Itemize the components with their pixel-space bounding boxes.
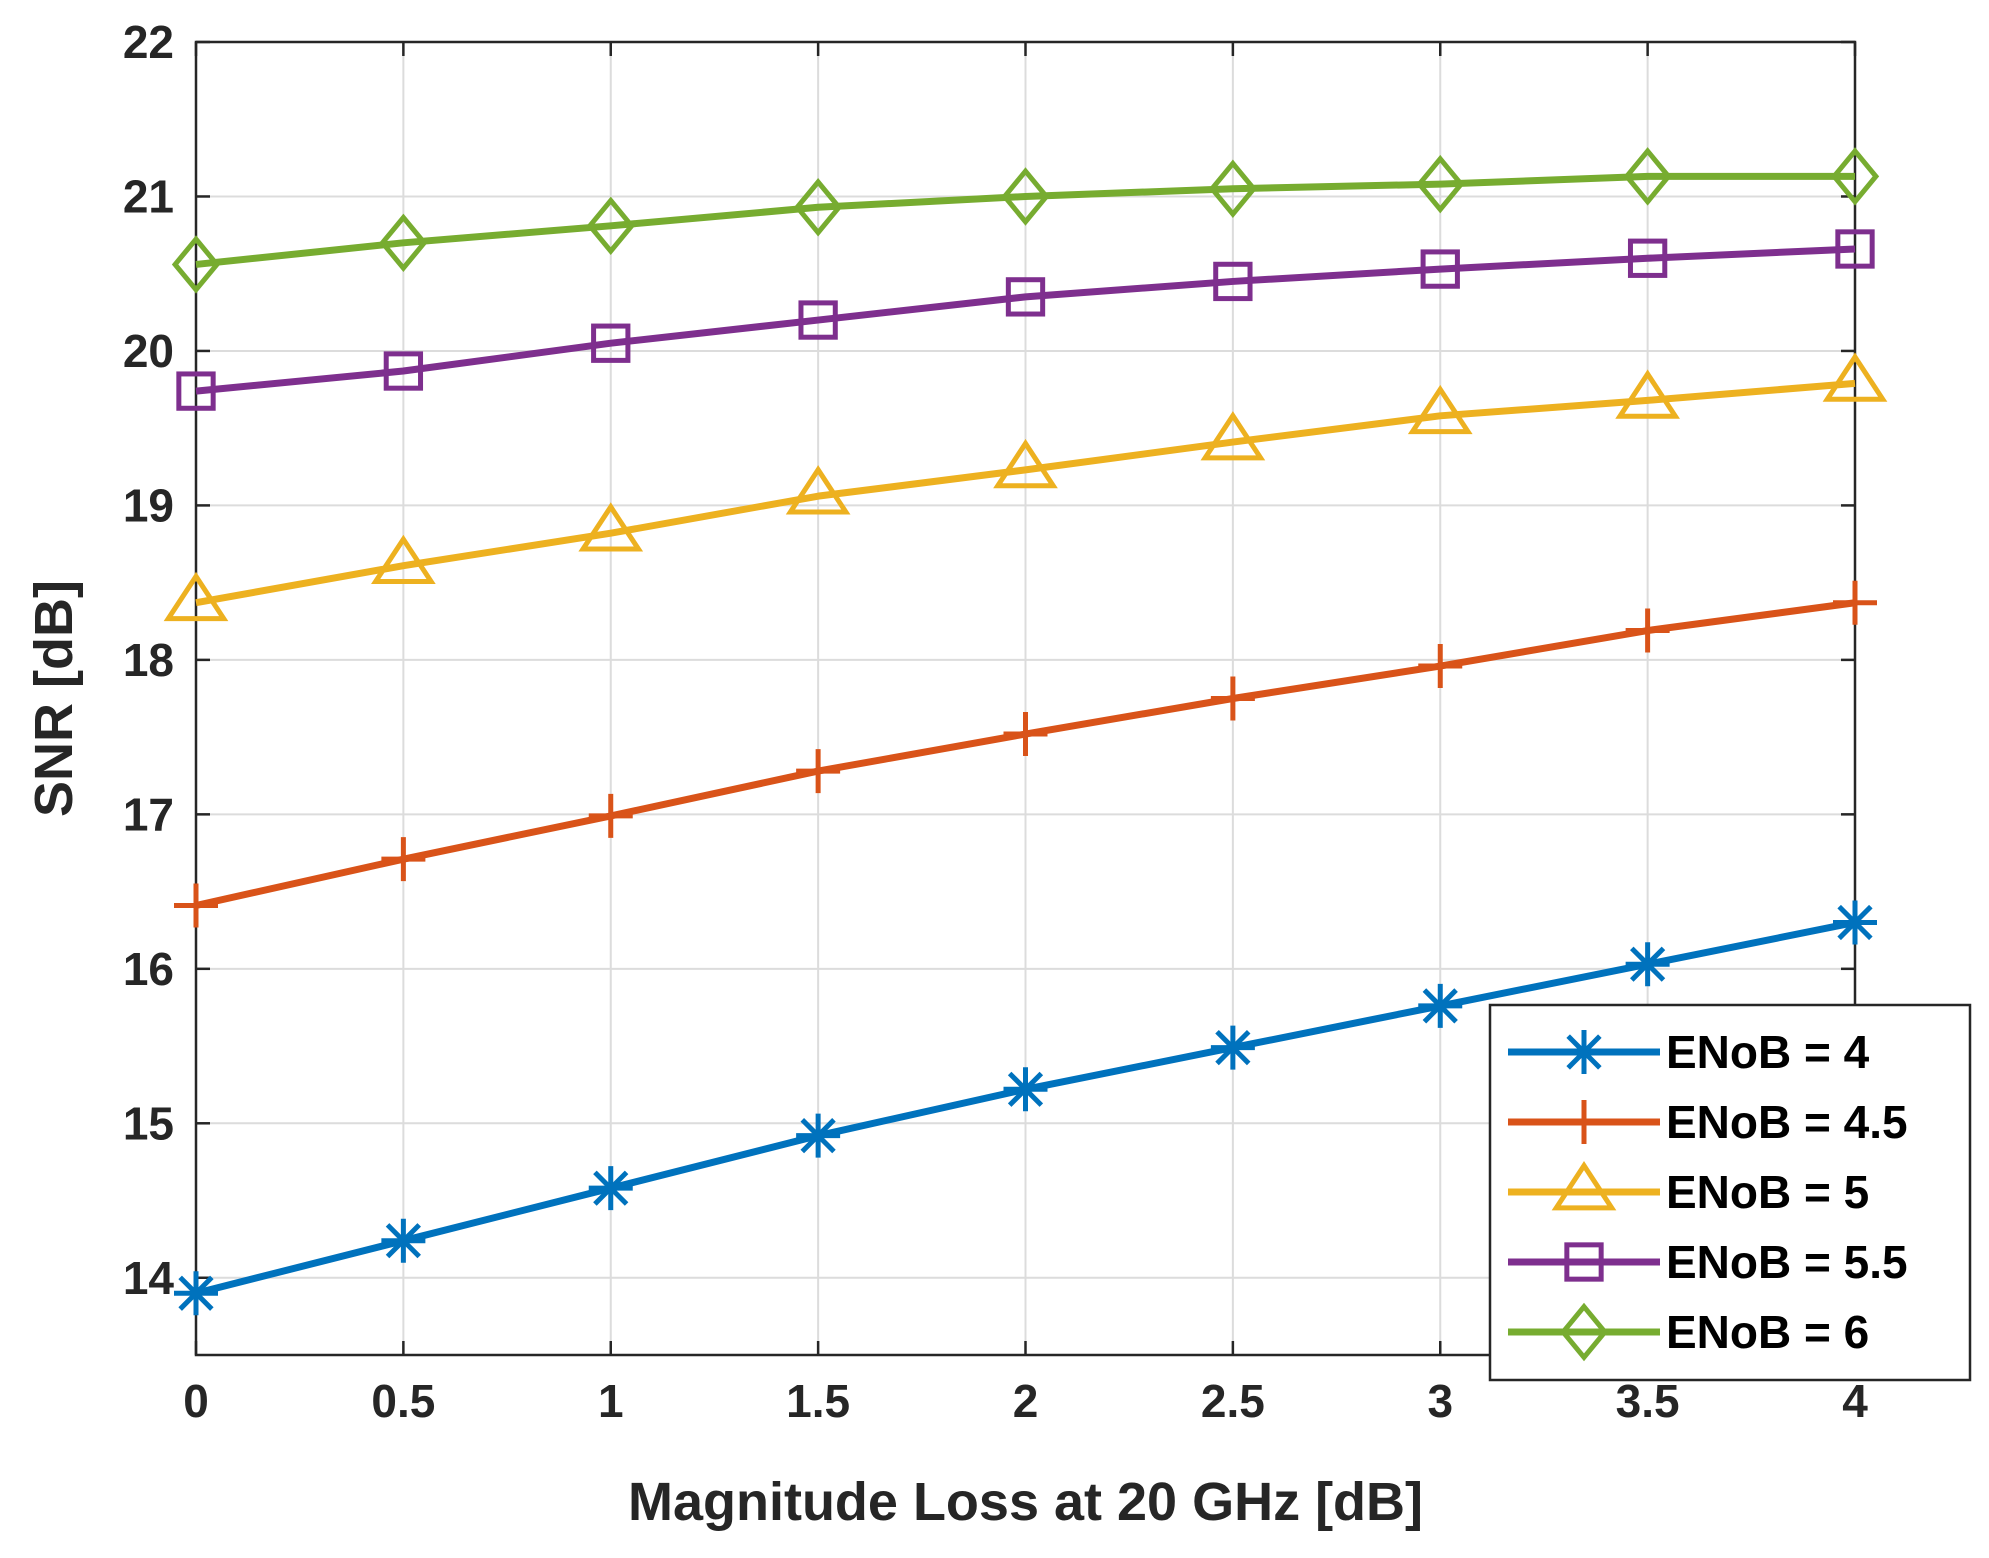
data-point [586,196,635,256]
legend-label: ENoB = 5 [1666,1166,1869,1218]
data-point [1416,154,1465,214]
axes: 0 0.5 1 1.5 2 2.5 3 3.5 4 14 15 16 17 18 19 20 21 22 [123,16,1868,1427]
legend-marker [1551,1161,1617,1211]
y-tick-label: 15 [123,1097,174,1149]
x-axis-label: Magnitude Loss at 20 GHz [dB] [628,1472,1423,1532]
data-point [1001,167,1050,226]
y-tick-label: 17 [123,788,174,840]
data-point [163,571,229,622]
data-point [1615,369,1680,419]
data-point [371,534,436,584]
data-point [591,323,631,363]
y-tick-label: 20 [123,325,174,377]
data-point [1833,900,1877,945]
y-axis-label: SNR [dB] [24,580,84,817]
data-point [785,465,851,515]
legend-marker [1562,1100,1606,1144]
data-point [1213,261,1253,302]
data-point [176,371,216,411]
legend-item: ENoB = 4 [1508,1026,1870,1078]
legend-item: ENoB = 6 [1508,1302,1869,1362]
data-point [1210,1025,1255,1070]
data-point [1623,147,1672,206]
x-tick-label: 1.5 [786,1375,850,1427]
x-tick-label: 3.5 [1616,1375,1680,1427]
data-point [1003,712,1048,757]
data-series [163,147,1888,1316]
y-tick-label: 22 [123,16,174,68]
data-point [174,1271,218,1316]
legend-marker [1562,1030,1606,1074]
legend-item: ENoB = 5 [1508,1161,1869,1218]
data-point [1627,238,1668,278]
legend-label: ENoB = 6 [1666,1306,1869,1358]
legend-label: ENoB = 5.5 [1666,1236,1908,1288]
series-line [195,379,1856,607]
series-4 [176,229,1875,411]
data-point [1420,249,1460,289]
data-point [381,837,426,882]
data-point [1822,352,1888,402]
data-point [381,1218,426,1263]
data-point [796,1113,841,1158]
data-point [798,300,838,340]
legend: ENoB = 4 ENoB = 4.5 ENoB = 5 ENoB = 5.5 ENoB… [1488,1003,1972,1382]
data-point [1418,644,1463,689]
data-point [1833,580,1877,625]
data-point [1210,676,1255,721]
x-tick-label: 2.5 [1201,1375,1265,1427]
x-tick-label: 4 [1842,1375,1868,1427]
series-1 [174,900,1877,1316]
legend-marker [1564,1242,1604,1282]
data-point [796,749,841,794]
legend-label: ENoB = 4 [1666,1026,1870,1078]
data-point [1835,229,1875,269]
data-point [588,1166,633,1211]
x-tick-label: 0.5 [371,1375,435,1427]
data-point [1830,147,1880,206]
legend-item: ENoB = 5.5 [1508,1236,1908,1288]
data-point [1418,983,1463,1028]
x-tick-label: 2 [1013,1375,1039,1427]
y-tick-label: 16 [123,943,174,995]
series-3 [163,352,1888,622]
data-point [1005,277,1046,317]
series-5 [171,147,1880,294]
data-point [379,213,428,273]
legend-label: ENoB = 4.5 [1666,1096,1908,1148]
data-point [793,178,843,237]
series-2 [174,580,1877,928]
x-tick-label: 0 [183,1375,209,1427]
x-tick-label: 1 [598,1375,624,1427]
y-tick-label: 18 [123,634,174,686]
y-tick-label: 14 [123,1252,175,1304]
data-point [1625,608,1670,653]
y-tick-label: 19 [123,479,174,531]
data-point [588,793,633,838]
data-point [383,351,424,391]
data-point [171,235,221,294]
data-point [1625,942,1670,987]
y-tick-label: 21 [123,170,174,222]
series-line [195,172,1855,268]
legend-item: ENoB = 4.5 [1508,1096,1908,1148]
data-point [1200,411,1266,461]
data-point [1407,384,1473,435]
data-point [993,438,1058,489]
data-point [578,502,644,552]
series-line [195,245,1856,395]
legend-marker [1559,1302,1609,1362]
data-point [174,883,218,928]
data-point [1003,1067,1048,1112]
x-tick-label: 3 [1427,1375,1453,1427]
data-point [1208,159,1258,218]
